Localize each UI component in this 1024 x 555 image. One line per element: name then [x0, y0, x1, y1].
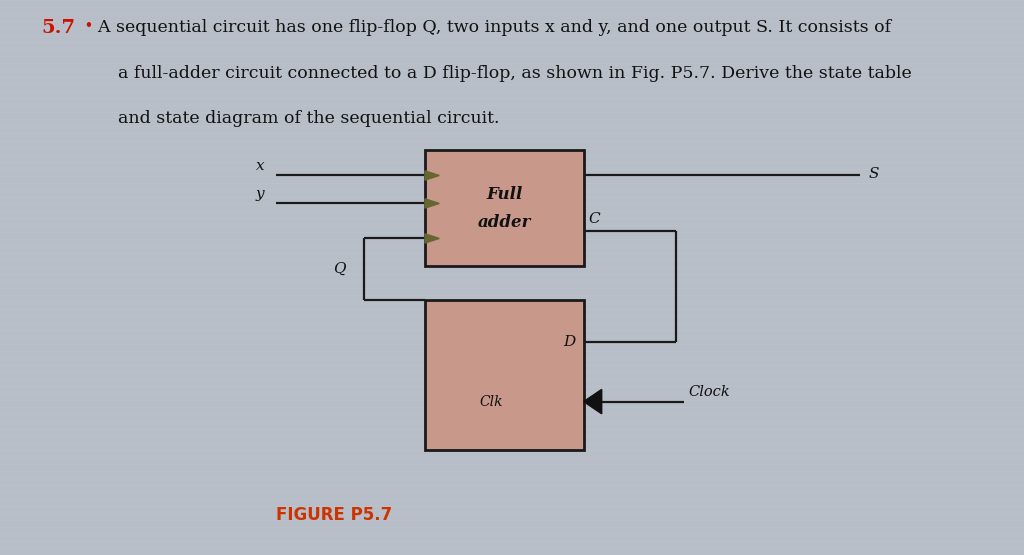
Text: A sequential circuit has one flip-flop Q, two inputs x and y, and one output S. : A sequential circuit has one flip-flop Q…: [87, 19, 891, 37]
Polygon shape: [584, 390, 602, 414]
Text: a full-adder circuit connected to a D flip-flop, as shown in Fig. P5.7. Derive t: a full-adder circuit connected to a D fl…: [118, 65, 911, 82]
Polygon shape: [425, 199, 439, 208]
Text: and state diagram of the sequential circuit.: and state diagram of the sequential circ…: [118, 110, 500, 128]
Text: adder: adder: [477, 214, 531, 231]
Text: Full: Full: [486, 185, 522, 203]
Text: Clock: Clock: [689, 385, 730, 399]
Text: FIGURE P5.7: FIGURE P5.7: [276, 507, 393, 524]
Text: 5.7: 5.7: [41, 19, 75, 37]
Text: S: S: [868, 167, 879, 181]
Text: Clk: Clk: [480, 395, 504, 408]
Text: y: y: [256, 186, 264, 201]
Text: Q: Q: [333, 262, 345, 276]
Text: •: •: [84, 19, 92, 32]
Text: C: C: [589, 212, 600, 226]
Text: x: x: [256, 159, 264, 173]
Polygon shape: [425, 171, 439, 180]
Bar: [425, 150, 584, 266]
Bar: [425, 300, 584, 450]
Polygon shape: [425, 234, 439, 243]
Text: D: D: [563, 335, 575, 349]
